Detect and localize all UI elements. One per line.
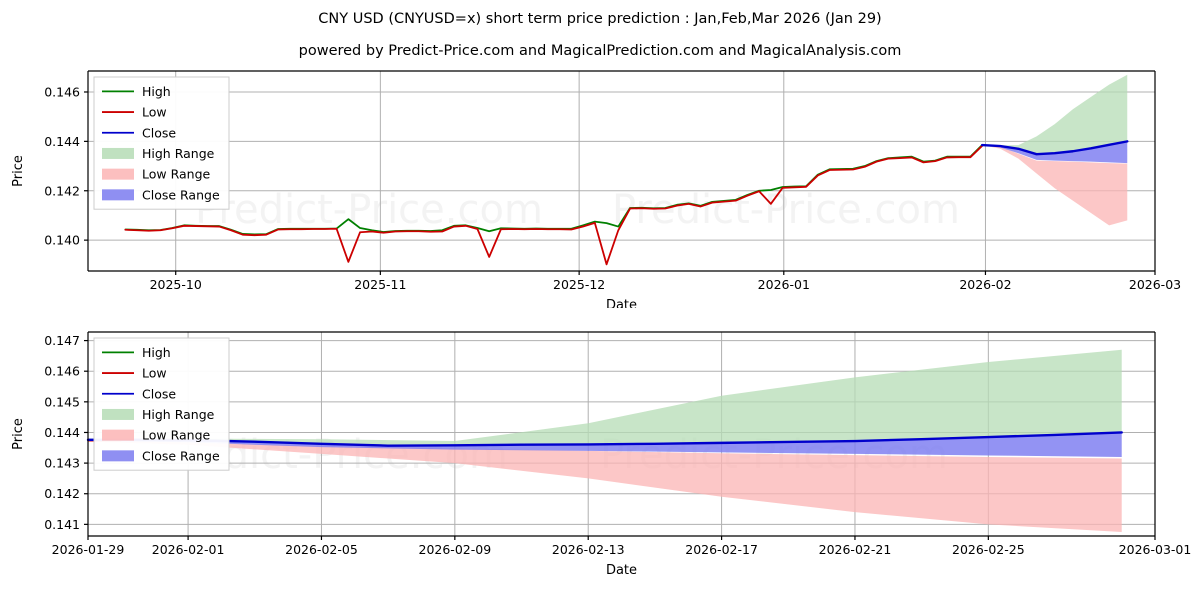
chart-legend: High Low Close High Range Low Range Close Ran… <box>93 337 230 471</box>
legend-box <box>93 337 230 471</box>
y-tick-label: 0.142 <box>44 183 80 198</box>
legend-swatch-band <box>102 168 134 180</box>
legend-swatch-band <box>102 429 134 441</box>
legend-item-low-range[interactable]: Low Range <box>102 167 211 182</box>
series-group <box>124 140 1129 266</box>
legend-label: Close Range <box>142 448 220 463</box>
y-axis-label: Price <box>11 155 26 187</box>
page-title: CNY USD (CNYUSD=x) short term price pred… <box>318 11 882 27</box>
y-tick-label: 0.143 <box>44 456 80 471</box>
legend-item-high-range[interactable]: High Range <box>102 146 215 161</box>
legend-item-close-range[interactable]: Close Range <box>102 187 220 202</box>
x-tick-label: 2026-02-25 <box>952 542 1025 557</box>
legend-swatch-band <box>102 189 134 201</box>
plot-area <box>88 71 1155 271</box>
x-tick-label: 2026-03-01 <box>1119 542 1192 557</box>
x-tick-label: 2025-11 <box>354 277 406 292</box>
legend-item-high[interactable]: High <box>102 84 171 99</box>
y-tick-label: 0.147 <box>44 333 80 348</box>
x-tick-label: 2026-02-01 <box>152 542 225 557</box>
watermark-group: Predict-Price.comPredict-Price.comPredic… <box>195 187 960 233</box>
legend-label: Low <box>142 105 167 120</box>
legend-label: High <box>142 84 171 99</box>
band-close-range <box>982 141 1128 164</box>
band-group <box>982 74 1128 226</box>
y-tick-label: 0.141 <box>44 517 80 532</box>
band-high-range <box>88 349 1122 446</box>
legend-label: Close <box>142 125 176 140</box>
x-tick-label: 2026-02-05 <box>285 542 358 557</box>
axis-group: 0.140 0.142 0.144 0.146 2025-10 2025-11 2025-1… <box>44 70 1181 292</box>
chart-legend: High Low Close High Range Low Range Close Ran… <box>93 76 230 210</box>
series-line-low[interactable] <box>124 144 984 266</box>
x-tick-label: 2026-02-09 <box>419 542 492 557</box>
legend-label: High Range <box>142 146 215 161</box>
x-tick-label: 2026-02-21 <box>819 542 892 557</box>
legend-item-low[interactable]: Low <box>102 105 167 120</box>
series-line-close[interactable] <box>980 140 1129 156</box>
legend-label: High Range <box>142 407 215 422</box>
legend-label: Low <box>142 366 167 381</box>
watermark-text: Predict-Price.com <box>612 187 960 233</box>
x-tick-label: 2025-10 <box>150 277 202 292</box>
legend-item-low-range[interactable]: Low Range <box>102 428 211 443</box>
legend-label: High <box>142 345 171 360</box>
legend-label: Low Range <box>142 428 211 443</box>
series-line-close[interactable] <box>86 431 1123 447</box>
legend-label: Close Range <box>142 187 220 202</box>
y-axis-label: Price <box>11 418 26 450</box>
band-low-range <box>982 145 1128 226</box>
x-tick-label: 2026-02-13 <box>552 542 625 557</box>
y-tick-label: 0.140 <box>44 233 80 248</box>
legend-label: Close <box>142 386 176 401</box>
legend-swatch-band <box>102 147 134 159</box>
legend-swatch-band <box>102 450 134 462</box>
axis-group: 0.141 0.142 0.143 0.144 0.145 0.146 0.147 2026-… <box>44 331 1192 557</box>
y-tick-label: 0.145 <box>44 394 80 409</box>
x-tick-label: 2025-12 <box>553 277 605 292</box>
x-axis-label: Date <box>606 563 637 578</box>
legend-item-high[interactable]: High <box>102 345 171 360</box>
legend-item-close[interactable]: Close <box>102 386 176 401</box>
x-tick-label: 2026-03 <box>1129 277 1181 292</box>
y-tick-label: 0.144 <box>44 425 80 440</box>
grid-group <box>88 71 1156 271</box>
legend-item-close[interactable]: Close <box>102 125 176 140</box>
y-tick-label: 0.144 <box>44 134 80 149</box>
page-subtitle: powered by Predict-Price.com and Magical… <box>298 42 902 59</box>
x-tick-label: 2026-01 <box>758 277 810 292</box>
x-tick-label: 2026-02-17 <box>685 542 758 557</box>
x-tick-label: 2026-01-29 <box>52 542 125 557</box>
legend-swatch-band <box>102 408 134 420</box>
legend-box <box>93 76 230 210</box>
forecast-detail-chart-panel: Predict-Price.comPredict-Price.com0.1410… <box>0 318 1200 600</box>
forecast-detail-chart-svg: Predict-Price.comPredict-Price.com0.1410… <box>11 331 1192 578</box>
chart-header: CNY USD (CNYUSD=x) short term price pred… <box>0 0 1200 61</box>
legend-item-close-range[interactable]: Close Range <box>102 448 220 463</box>
watermark-text: Predict-Price.com <box>195 187 543 233</box>
y-tick-label: 0.146 <box>44 364 80 379</box>
x-axis-label: Date <box>606 298 637 308</box>
legend-label: Low Range <box>142 167 211 182</box>
legend-item-high-range[interactable]: High Range <box>102 407 215 422</box>
y-tick-label: 0.146 <box>44 84 80 99</box>
legend-item-low[interactable]: Low <box>102 366 167 381</box>
overview-chart-panel: Predict-Price.comPredict-Price.comPredic… <box>0 63 1200 308</box>
overview-chart-svg: Predict-Price.comPredict-Price.comPredic… <box>11 70 1181 308</box>
band-low-range <box>88 441 1122 533</box>
x-tick-label: 2026-02 <box>959 277 1011 292</box>
band-high-range <box>982 74 1128 155</box>
y-tick-label: 0.142 <box>44 486 80 501</box>
